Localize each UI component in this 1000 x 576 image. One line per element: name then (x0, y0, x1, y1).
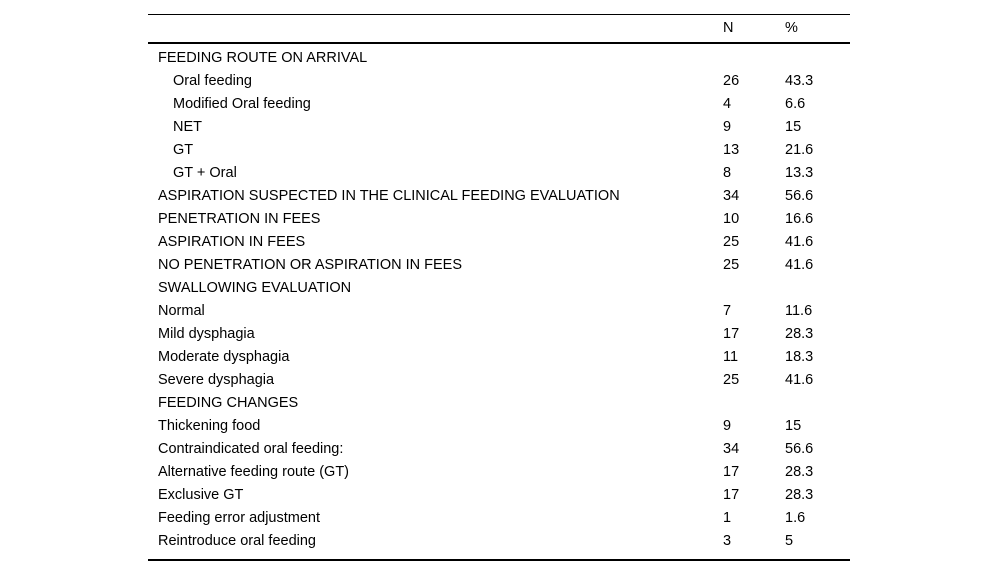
table-row: FEEDING ROUTE ON ARRIVAL (148, 47, 850, 70)
row-label: SWALLOWING EVALUATION (158, 281, 352, 296)
row-n-value: 7 (723, 304, 732, 319)
table-row: PENETRATION IN FEES 10 16.6 (148, 208, 850, 231)
row-label: ASPIRATION IN FEES (158, 235, 306, 250)
row-pct-value: 28.3 (785, 327, 814, 342)
table-row: ASPIRATION SUSPECTED IN THE CLINICAL FEE… (148, 185, 850, 208)
table-row: Contraindicated oral feeding: 34 56.6 (148, 438, 850, 461)
row-pct-value: 11.6 (785, 304, 813, 319)
row-n-value: 13 (723, 143, 740, 158)
row-label: FEEDING CHANGES (158, 396, 299, 411)
table-row: Modified Oral feeding 4 6.6 (148, 93, 850, 116)
row-label: Mild dysphagia (158, 327, 255, 342)
row-pct-value: 56.6 (785, 189, 814, 204)
row-n-value: 9 (723, 120, 732, 135)
row-n-value: 4 (723, 97, 732, 112)
table-row: FEEDING CHANGES (148, 392, 850, 415)
row-pct-value: 56.6 (785, 442, 814, 457)
row-pct-value: 15 (785, 419, 802, 434)
row-pct-value: 41.6 (785, 235, 814, 250)
row-n-value: 10 (723, 212, 740, 227)
row-label: Alternative feeding route (GT) (158, 465, 350, 480)
feeding-evaluation-table: N % FEEDING ROUTE ON ARRIVAL Oral feedin… (148, 14, 850, 561)
table-header-row: N % (148, 15, 850, 44)
row-pct-value: 1.6 (785, 511, 806, 526)
row-label: Normal (158, 304, 205, 319)
row-label: Feeding error adjustment (158, 511, 320, 526)
row-n-value: 9 (723, 419, 732, 434)
table-row: Feeding error adjustment 1 1.6 (148, 507, 850, 530)
column-header-n: N (723, 21, 734, 36)
row-label: PENETRATION IN FEES (158, 212, 321, 227)
row-pct-value: 28.3 (785, 488, 814, 503)
row-pct-value: 16.6 (785, 212, 814, 227)
row-n-value: 25 (723, 373, 740, 388)
row-label: Reintroduce oral feeding (158, 534, 316, 549)
row-pct-value: 18.3 (785, 350, 814, 365)
row-n-value: 8 (723, 166, 732, 181)
row-n-value: 25 (723, 258, 740, 273)
row-label: Severe dysphagia (158, 373, 275, 388)
row-label: NO PENETRATION OR ASPIRATION IN FEES (158, 258, 463, 273)
row-label: NET (173, 120, 202, 135)
table-row: NO PENETRATION OR ASPIRATION IN FEES 25 … (148, 254, 850, 277)
row-label: Modified Oral feeding (173, 97, 311, 112)
table-row: Alternative feeding route (GT) 17 28.3 (148, 461, 850, 484)
row-n-value: 17 (723, 465, 740, 480)
row-label: Thickening food (158, 419, 261, 434)
table-row: Thickening food 9 15 (148, 415, 850, 438)
row-pct-value: 15 (785, 120, 802, 135)
table-body: FEEDING ROUTE ON ARRIVAL Oral feeding 26… (148, 44, 850, 559)
row-label: Moderate dysphagia (158, 350, 290, 365)
table-row: Moderate dysphagia 11 18.3 (148, 346, 850, 369)
row-pct-value: 41.6 (785, 258, 814, 273)
row-pct-value: 28.3 (785, 465, 814, 480)
row-n-value: 26 (723, 74, 740, 89)
column-header-pct: % (785, 21, 798, 36)
table-row: Reintroduce oral feeding 3 5 (148, 530, 850, 553)
row-pct-value: 6.6 (785, 97, 806, 112)
table-row: GT 13 21.6 (148, 139, 850, 162)
row-label: Exclusive GT (158, 488, 244, 503)
table-row: Oral feeding 26 43.3 (148, 70, 850, 93)
row-n-value: 17 (723, 327, 740, 342)
row-n-value: 34 (723, 189, 740, 204)
table-row: SWALLOWING EVALUATION (148, 277, 850, 300)
row-pct-value: 43.3 (785, 74, 814, 89)
row-label: GT + Oral (173, 166, 237, 181)
table-row: GT + Oral 8 13.3 (148, 162, 850, 185)
table-row: NET 9 15 (148, 116, 850, 139)
table-row: Normal 7 11.6 (148, 300, 850, 323)
table-row: ASPIRATION IN FEES 25 41.6 (148, 231, 850, 254)
row-n-value: 34 (723, 442, 740, 457)
row-n-value: 17 (723, 488, 740, 503)
row-label: Contraindicated oral feeding: (158, 442, 344, 457)
table-row: Severe dysphagia 25 41.6 (148, 369, 850, 392)
row-label: ASPIRATION SUSPECTED IN THE CLINICAL FEE… (158, 189, 620, 204)
table-row: Mild dysphagia 17 28.3 (148, 323, 850, 346)
row-n-value: 25 (723, 235, 740, 250)
row-n-value: 1 (723, 511, 732, 526)
row-n-value: 11 (723, 350, 739, 365)
row-n-value: 3 (723, 534, 732, 549)
row-label: GT (173, 143, 194, 158)
row-pct-value: 13.3 (785, 166, 814, 181)
row-pct-value: 21.6 (785, 143, 814, 158)
row-pct-value: 41.6 (785, 373, 814, 388)
row-pct-value: 5 (785, 534, 794, 549)
table-row: Exclusive GT 17 28.3 (148, 484, 850, 507)
row-label: Oral feeding (173, 74, 252, 89)
row-label: FEEDING ROUTE ON ARRIVAL (158, 51, 368, 66)
